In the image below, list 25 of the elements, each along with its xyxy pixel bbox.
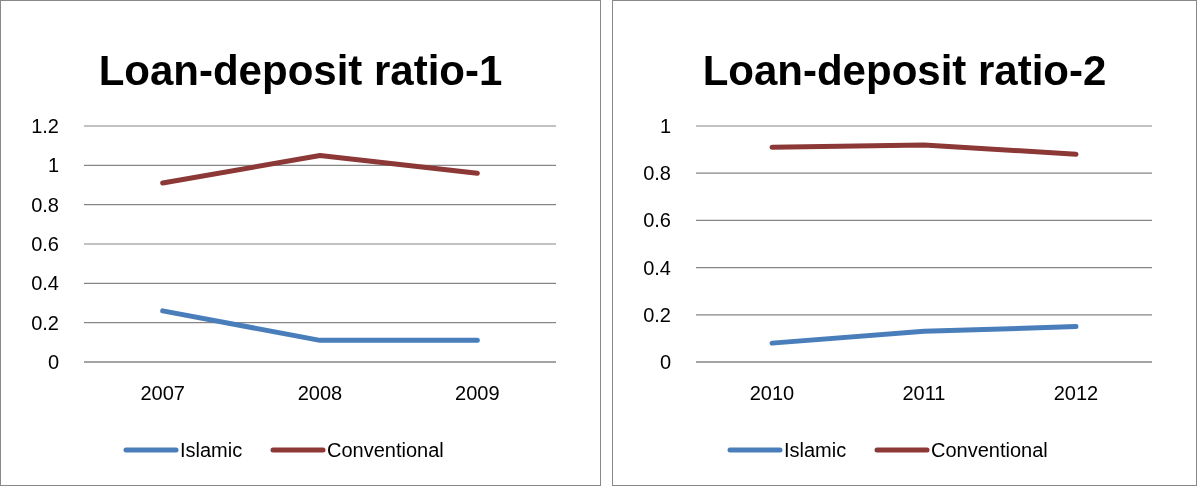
chart-title: Loan-deposit ratio-2 <box>702 47 1107 94</box>
y-tick-label: 0.6 <box>643 209 671 232</box>
x-tick-label: 2011 <box>902 382 946 404</box>
x-tick-label: 2010 <box>749 382 795 404</box>
y-tick-label: 1.2 <box>31 115 59 137</box>
y-tick-label: 0.8 <box>31 193 59 216</box>
y-tick-label: 0 <box>659 351 671 373</box>
chart-title: Loan-deposit ratio-1 <box>98 47 503 94</box>
x-tick-label: 2012 <box>1053 382 1099 404</box>
y-tick-label: 0.8 <box>643 162 671 185</box>
legend-label: Conventional <box>931 439 1048 461</box>
y-tick-label: 0.2 <box>643 303 671 326</box>
y-tick-label: 0 <box>47 351 59 373</box>
y-tick-label: 1 <box>659 115 671 137</box>
y-tick-label: 0.6 <box>31 233 59 255</box>
x-tick-label: 2008 <box>297 382 343 404</box>
y-tick-label: 0.4 <box>31 272 59 295</box>
x-tick-label: 2009 <box>455 382 500 404</box>
y-tick-label: 0.4 <box>643 256 671 279</box>
y-tick-label: 0.2 <box>31 311 59 334</box>
legend-label: Islamic <box>784 439 847 461</box>
legend-label: Conventional <box>327 439 444 461</box>
y-tick-label: 1 <box>47 154 59 177</box>
x-tick-label: 2007 <box>140 382 185 404</box>
legend-label: Islamic <box>180 439 243 461</box>
